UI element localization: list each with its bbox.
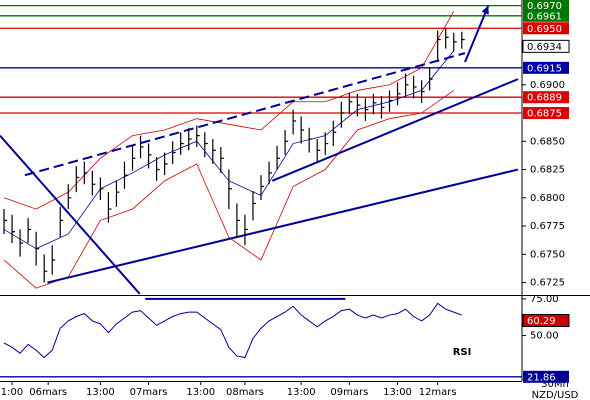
trendline: [24, 52, 466, 177]
x-tick-label: 07mars: [130, 387, 168, 398]
trendline: [0, 134, 141, 295]
level-box: [523, 61, 569, 74]
level-box: [523, 91, 569, 104]
trendline: [47, 168, 519, 284]
level-label: 0.6934: [527, 42, 562, 53]
level-label: 21.86: [527, 372, 556, 383]
y-tick-label: 0.6850: [530, 136, 565, 147]
level-box: [523, 370, 569, 383]
y-tick-label: 0.6900: [530, 80, 565, 91]
level-label: 0.6875: [527, 109, 562, 120]
level-box: [523, 9, 569, 22]
level-label: 60.29: [527, 316, 556, 327]
line: [3, 302, 462, 359]
level-box: [523, 22, 569, 35]
arrow: [464, 5, 490, 63]
y-tick-label: 50.00: [530, 331, 559, 342]
level-label: 0.6889: [527, 93, 562, 104]
trendline: [271, 78, 519, 182]
level-label: 0.6961: [527, 11, 562, 22]
panel-label: RSI: [453, 347, 472, 358]
band-line: [3, 11, 455, 210]
y-tick-label: 0.6725: [530, 278, 565, 289]
level-box: [522, 39, 570, 53]
x-tick-label: 08mars: [226, 387, 264, 398]
level-box: [523, 107, 569, 120]
timeframe: 30Mn: [541, 379, 569, 390]
x-tick-label: 13:00: [186, 387, 215, 398]
level-label: 0.6915: [527, 63, 562, 74]
x-tick-label: 09mars: [330, 387, 368, 398]
y-tick-label: 75.00: [530, 294, 559, 305]
band-line: [3, 90, 454, 289]
x-tick-label: 13:00: [86, 387, 115, 398]
y-tick-label: 0.6800: [530, 193, 565, 204]
y-tick-label: 0.6775: [530, 221, 565, 232]
x-tick-label: 13:00: [287, 387, 316, 398]
level-box: [522, 313, 570, 327]
x-tick-label: 1:00: [1, 387, 23, 398]
y-tick-label: 0.6750: [530, 249, 565, 260]
x-tick-label: 13:00: [383, 387, 412, 398]
x-tick-label: 06mars: [29, 387, 67, 398]
arrow-head: [481, 5, 489, 15]
symbol: NZD/USD: [532, 390, 579, 400]
level-box: [523, 0, 569, 12]
y-tick-label: 0.6825: [530, 165, 565, 176]
level-label: 0.6950: [527, 24, 562, 35]
x-tick-label: 12mars: [419, 387, 457, 398]
level-label: 0.6970: [527, 1, 562, 12]
